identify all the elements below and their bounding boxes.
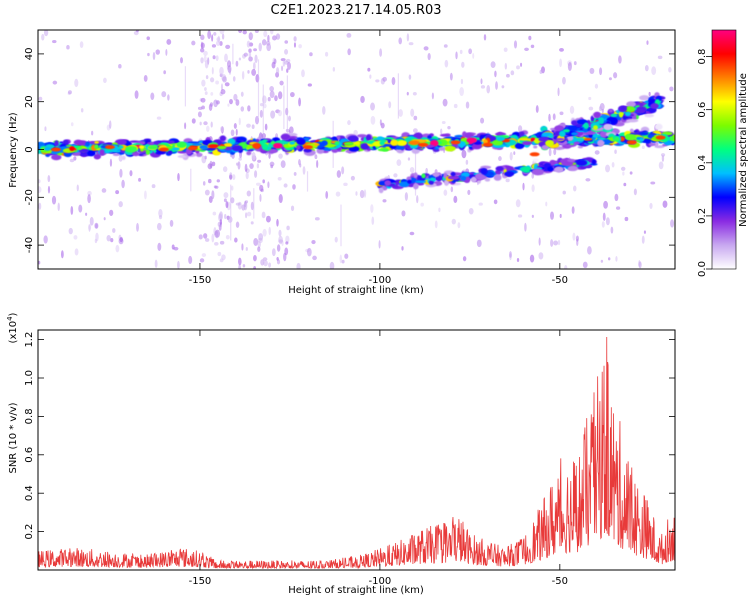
- snr-ylabel: SNR (10 * v/v): [8, 402, 19, 473]
- snr-ytick-label: 0.6: [24, 447, 35, 463]
- colorbar: 0.0 0.2 0.4 0.6 0.8 Normalized spectral ampl…: [697, 29, 749, 277]
- snr-ytick-label: 0.8: [24, 408, 35, 424]
- figure-title: C2E1.2023.217.14.05.R03: [270, 3, 441, 18]
- spectrogram-ytick-label: 0: [24, 146, 35, 152]
- spectrogram-xlabel: Height of straight line (km): [288, 285, 424, 296]
- snr-ticks: -150 -100 -50 0.2 0.4 0.6 0.8 1.0 1.2: [24, 330, 675, 587]
- colorbar-gradient: [712, 30, 736, 269]
- spectrogram-ticks: -150 -100 -50 -40 -20 0 20 40: [24, 30, 675, 286]
- spectrogram-xtick-label: -100: [369, 275, 392, 286]
- snr-xtick-label: -150: [189, 576, 212, 587]
- spectrogram-xtick-label: -50: [552, 275, 568, 286]
- snr-series-line: [38, 336, 675, 570]
- spectrogram-ytick-label: -20: [24, 189, 35, 205]
- snr-panel: -150 -100 -50 0.2 0.4 0.6 0.8 1.0 1.2 Height of …: [6, 312, 676, 596]
- snr-frame: [37, 329, 676, 571]
- snr-background: [38, 330, 675, 570]
- colorbar-ticks: 0.0 0.2 0.4 0.6 0.8: [697, 49, 712, 277]
- spectrogram-ytick-label: 40: [24, 48, 35, 61]
- colorbar-tick-label: 0.6: [697, 102, 708, 118]
- spectrogram-heatmap: [38, 30, 675, 269]
- snr-multiplier-exponent: 4: [6, 316, 14, 321]
- colorbar-tick-label: 0.4: [697, 155, 708, 171]
- colorbar-tick-label: 0.0: [697, 261, 708, 277]
- colorbar-label: Normalized spectral amplitude: [738, 73, 749, 227]
- snr-ytick-label: 1.2: [24, 332, 35, 348]
- spectrogram-ytick-label: -40: [24, 237, 35, 253]
- spectrogram-ytick-label: 20: [24, 95, 35, 108]
- snr-ytick-label: 0.2: [24, 524, 35, 540]
- snr-multiplier-base: (x10: [8, 321, 19, 344]
- snr-ytick-label: 0.4: [24, 485, 35, 501]
- snr-multiplier-close: ): [8, 312, 19, 316]
- spectrogram-panel: -150 -100 -50 -40 -20 0 20 40 Height of straigh…: [8, 29, 676, 296]
- spectrogram-xtick-label: -150: [189, 275, 212, 286]
- snr-xlabel: Height of straight line (km): [288, 585, 424, 596]
- colorbar-tick-label: 0.2: [697, 208, 708, 224]
- snr-xtick-label: -100: [369, 576, 392, 587]
- snr-multiplier: (x104): [6, 312, 19, 343]
- snr-plot: [38, 336, 675, 570]
- spectrogram-ylabel: Frequency (Hz): [8, 112, 19, 188]
- snr-ytick-label: 1.0: [24, 370, 35, 386]
- snr-xtick-label: -50: [552, 576, 568, 587]
- colorbar-frame: [711, 29, 737, 270]
- colorbar-tick-label: 0.8: [697, 49, 708, 65]
